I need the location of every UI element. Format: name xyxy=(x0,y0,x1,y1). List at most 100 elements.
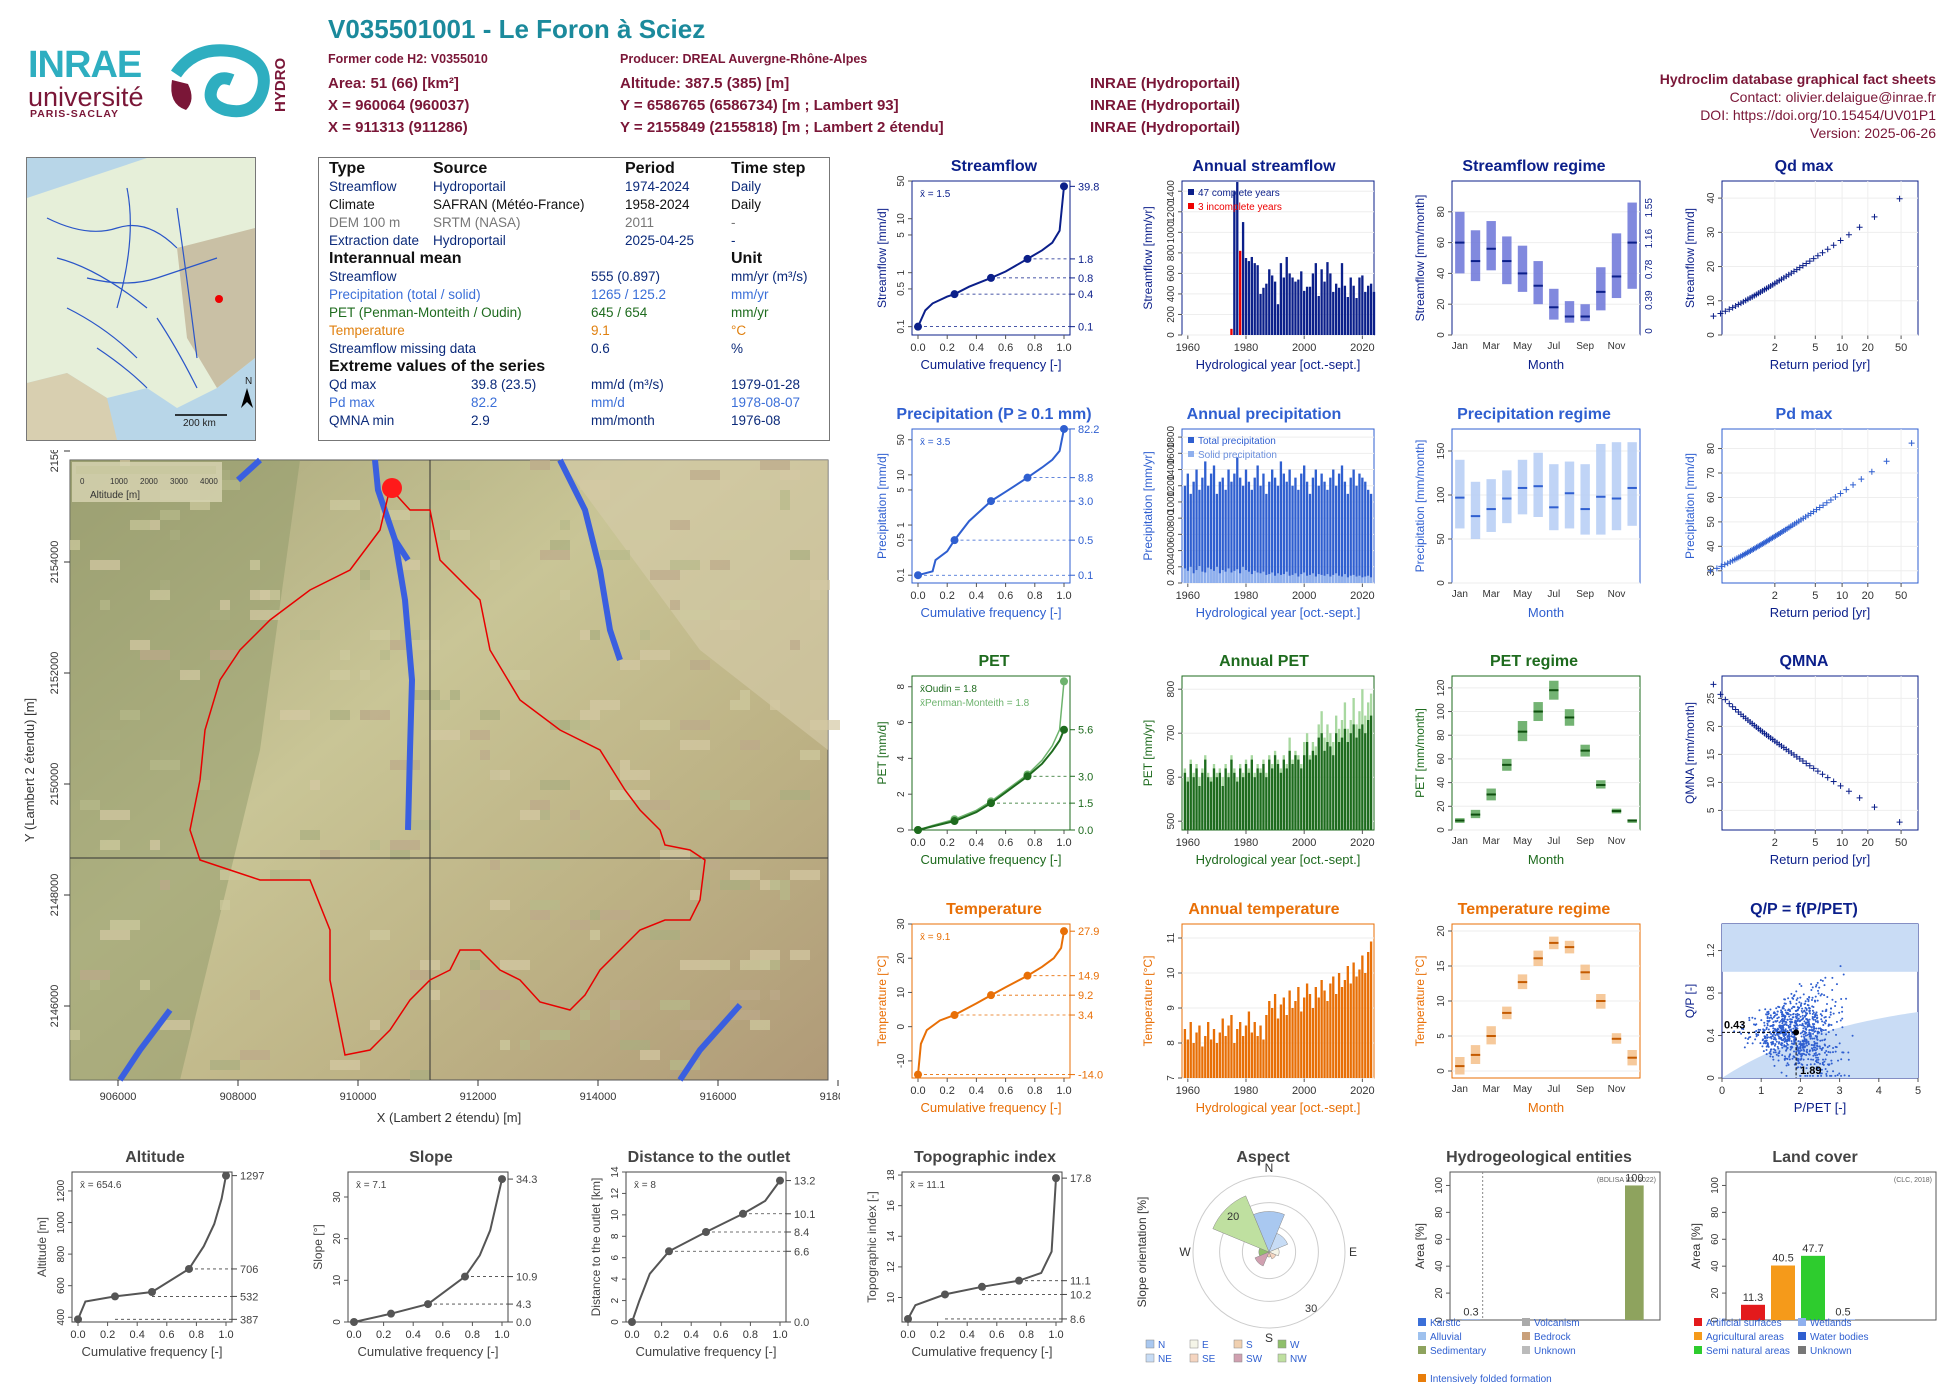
altitude-header: Altitude: 387.5 (385) [m] xyxy=(620,75,790,92)
plot-area xyxy=(1721,180,1919,336)
terrain-cell xyxy=(550,540,570,550)
data-point xyxy=(1831,976,1834,979)
row-extraction-type: Extraction date xyxy=(329,233,420,248)
data-point xyxy=(1765,1045,1768,1048)
data-point xyxy=(1744,1037,1747,1040)
bar-solid xyxy=(1276,573,1280,583)
data-point xyxy=(1823,984,1826,987)
x-tick-label: Sep xyxy=(1576,341,1594,352)
data-point xyxy=(1710,681,1717,688)
data-point xyxy=(1816,504,1823,511)
data-point xyxy=(1850,481,1857,488)
x-axis-label: Cumulative frequency [-] xyxy=(921,357,1062,372)
data-point xyxy=(1908,440,1915,447)
terrain-cell xyxy=(370,930,390,940)
data-point xyxy=(1811,1013,1814,1016)
data-point xyxy=(1806,762,1813,769)
data-point xyxy=(1819,1072,1822,1075)
y-tick-label: 10 xyxy=(896,213,907,225)
data-point xyxy=(1783,998,1786,1001)
data-point xyxy=(1802,1069,1805,1072)
data-point xyxy=(1762,1038,1765,1041)
legend-label: Unknown xyxy=(1810,1346,1852,1357)
bar xyxy=(1212,768,1216,830)
bar xyxy=(1358,728,1361,830)
data-point xyxy=(950,817,959,826)
data-point xyxy=(1789,1048,1792,1051)
data-point xyxy=(1814,1049,1817,1052)
x-tick-label: 0.8 xyxy=(1027,837,1042,849)
bar xyxy=(1209,781,1213,830)
data-point xyxy=(1783,1044,1786,1047)
data-point xyxy=(1774,1043,1777,1046)
right-tick-label: 34.3 xyxy=(516,1174,537,1186)
terrain-cell xyxy=(390,840,420,850)
y-tick-label: 10 xyxy=(1706,295,1717,307)
plot-area xyxy=(1451,428,1641,584)
terrain-cell xyxy=(360,580,370,590)
bar xyxy=(1367,720,1370,830)
bar xyxy=(1343,980,1347,1078)
terrain-cell xyxy=(640,720,670,730)
data-point xyxy=(1787,1008,1790,1011)
bar-solid xyxy=(1358,575,1361,583)
data-point xyxy=(1717,310,1724,317)
terrain-cell xyxy=(640,650,670,660)
x-tick-label: 5 xyxy=(1812,590,1818,602)
terrain-cell xyxy=(160,880,170,890)
data-point xyxy=(1775,1053,1778,1056)
x-tick-label: Nov xyxy=(1608,836,1626,847)
data-point xyxy=(1832,1070,1835,1073)
plot-area xyxy=(911,923,1071,1079)
data-point xyxy=(1798,1001,1801,1004)
data-point xyxy=(1808,1025,1811,1028)
bar xyxy=(1224,1036,1227,1078)
x-axis-label: Cumulative frequency [-] xyxy=(921,1100,1062,1115)
data-point xyxy=(1820,1074,1823,1077)
legend-key xyxy=(1694,1318,1702,1326)
data-point xyxy=(1797,1017,1800,1020)
data-point xyxy=(1816,1031,1819,1034)
bar xyxy=(1233,772,1236,830)
x-tick-label: 910000 xyxy=(340,1091,377,1103)
right-tick-label: 3.4 xyxy=(1078,1010,1093,1022)
data-point xyxy=(987,497,995,506)
data-point xyxy=(1789,1010,1792,1013)
bar xyxy=(1230,759,1233,830)
data-point xyxy=(1766,1037,1769,1040)
bar-solid xyxy=(1221,570,1224,583)
data-point xyxy=(1772,1051,1775,1054)
data-point xyxy=(1807,1040,1810,1043)
data-point xyxy=(1774,1049,1777,1052)
bar xyxy=(1204,461,1207,583)
y-tick-label: 800 xyxy=(1166,680,1177,697)
data-point xyxy=(1769,1036,1772,1039)
terrain-cell xyxy=(680,960,710,970)
data-point xyxy=(1813,999,1816,1002)
north-arrow-icon xyxy=(241,388,253,408)
bar xyxy=(1244,469,1248,583)
mean-label: x̄ = 3.5 xyxy=(920,437,951,448)
terrain-cell xyxy=(210,650,240,660)
bar xyxy=(1256,1036,1259,1078)
terrain-cell xyxy=(530,860,560,870)
x-tick-label: 1.0 xyxy=(772,1329,787,1341)
data-point xyxy=(1803,260,1810,267)
y-tick-label: 1400 xyxy=(1166,180,1177,203)
bar-solid xyxy=(1314,576,1317,583)
data-point xyxy=(1811,1028,1814,1031)
data-point xyxy=(1794,1024,1797,1027)
bar xyxy=(1801,1255,1825,1320)
data-point xyxy=(1770,1024,1773,1027)
y-axis-label: Temperature [°C] xyxy=(1413,956,1427,1047)
data-point xyxy=(1789,1020,1792,1023)
data-point xyxy=(1764,1040,1767,1043)
ia-pet-value: 645 / 654 xyxy=(591,305,648,320)
plot-area xyxy=(625,1171,787,1323)
legend-tick-label: 2000 xyxy=(140,477,158,486)
data-point xyxy=(1804,1006,1807,1009)
terrain-cell xyxy=(670,520,690,530)
data-point xyxy=(1806,258,1813,265)
y-tick-label: 2148000 xyxy=(49,874,61,917)
data-point xyxy=(1786,1035,1789,1038)
